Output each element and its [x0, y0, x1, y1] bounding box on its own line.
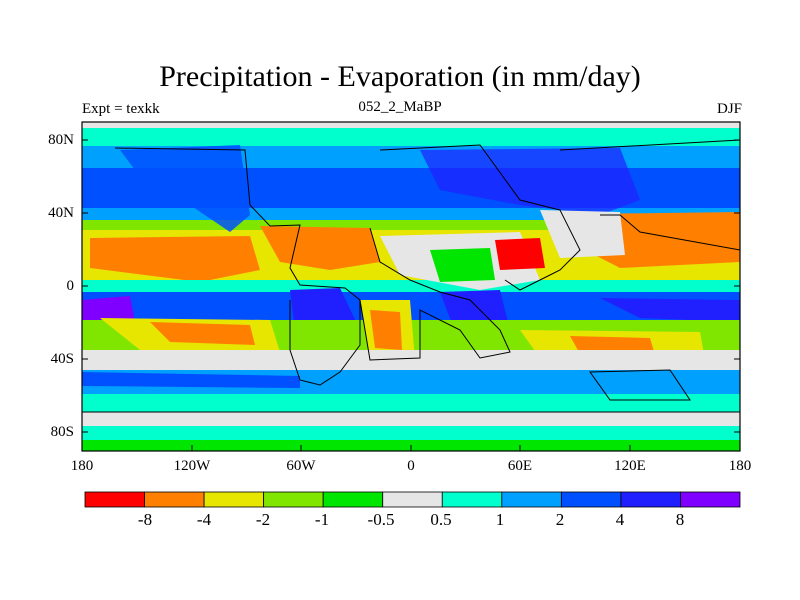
colorbar-swatch — [263, 491, 324, 508]
period-label: 052_2_MaBP — [358, 99, 442, 115]
colorbar-swatch — [501, 491, 562, 508]
axis-ticks — [81, 139, 741, 451]
colorbar-swatch — [144, 491, 205, 508]
lat-tick-label: 80S — [50, 424, 74, 440]
colorbar-label: -8 — [137, 510, 153, 529]
colorbar-swatch — [620, 491, 681, 508]
lat-tick-label: 80N — [48, 132, 74, 148]
colorbar-swatch — [560, 491, 622, 508]
colorbar-label: -2 — [255, 510, 271, 529]
colorbar-label: 4 — [615, 510, 625, 529]
lon-tick-label: 60W — [286, 458, 316, 474]
lon-tick-label: 180 — [728, 458, 752, 474]
colorbar-swatch — [680, 491, 741, 508]
lon-tick-label: 120E — [614, 458, 646, 474]
coastlines — [82, 139, 740, 413]
lon-tick-label: 60E — [507, 458, 533, 474]
lon-tick-label: 120W — [173, 458, 211, 474]
map-title: Precipitation - Evaporation (in mm/day) — [159, 60, 641, 93]
colorbar-swatch — [382, 491, 443, 508]
colorbar-swatch — [441, 491, 503, 508]
colorbar-label: 2 — [555, 510, 565, 529]
experiment-label: Expt = texkk — [82, 101, 160, 117]
lat-tick-label: 40S — [50, 351, 74, 367]
colorbar-label: 0.5 — [430, 510, 452, 529]
colorbar — [84, 491, 741, 508]
colorbar-label: -1 — [314, 510, 330, 529]
colorbar-label: 8 — [675, 510, 685, 529]
pe-field — [82, 122, 740, 451]
lat-tick-label: 0 — [66, 278, 75, 294]
lon-tick-label: 180 — [70, 458, 94, 474]
lat-tick-label: 40N — [48, 205, 74, 221]
colorbar-swatch — [203, 491, 265, 508]
lon-tick-label: 0 — [407, 458, 415, 474]
colorbar-swatch — [322, 491, 384, 508]
colorbar-label: 1 — [495, 510, 505, 529]
colorbar-label: -4 — [196, 510, 212, 529]
colorbar-label: -0.5 — [367, 510, 395, 529]
season-label: DJF — [716, 101, 742, 117]
colorbar-swatch — [84, 491, 145, 508]
